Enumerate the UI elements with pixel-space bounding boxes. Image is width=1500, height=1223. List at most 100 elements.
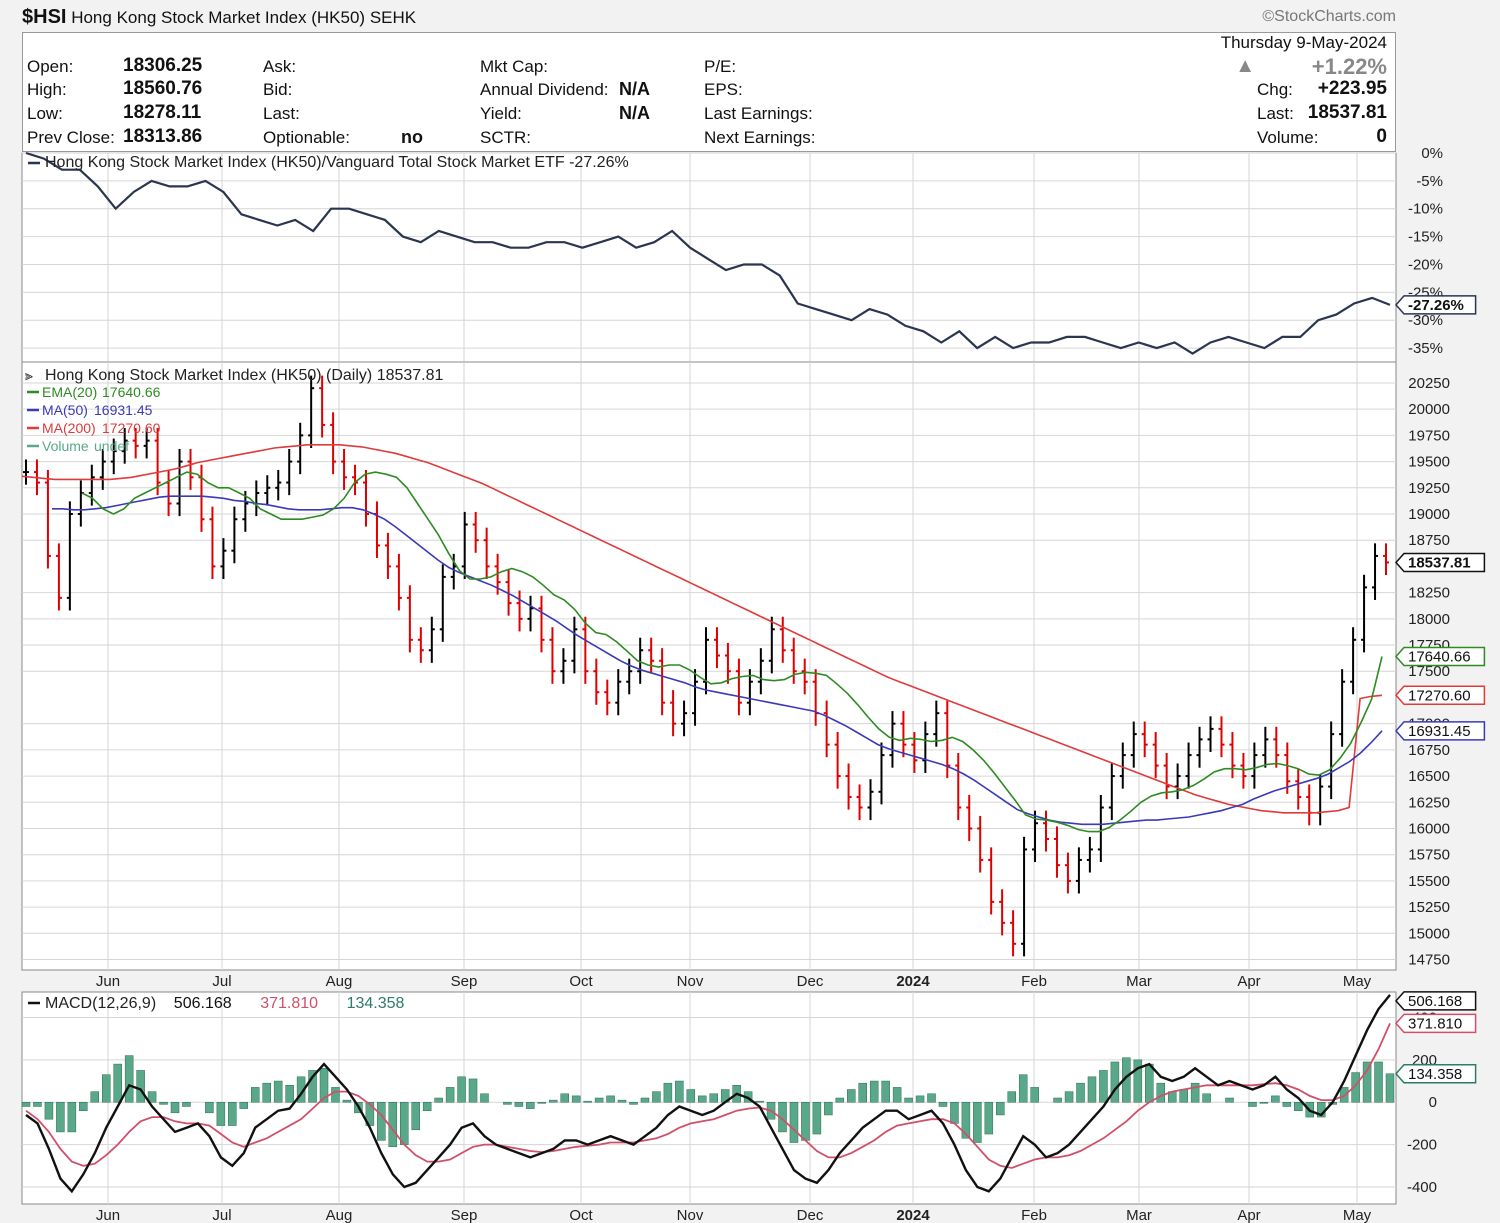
macd-histogram-bar xyxy=(21,1101,31,1107)
macd-histogram-bar xyxy=(170,1101,180,1114)
index-name: Hong Kong Stock Market Index (HK50) xyxy=(71,8,366,27)
macd-histogram-bar xyxy=(1156,1082,1166,1103)
macd-histogram-bar xyxy=(205,1101,214,1114)
macd-histogram-bar xyxy=(594,1097,604,1103)
macd-histogram-bar xyxy=(342,1099,352,1103)
macd-x-label: Jun xyxy=(96,1207,120,1223)
macd-histogram-bar xyxy=(549,1099,558,1103)
macd-histogram-bar xyxy=(1294,1101,1303,1111)
price-y-tick: 19750 xyxy=(1408,427,1450,444)
macd-last-tag: 134.358 xyxy=(1408,1066,1462,1083)
sctr-label: SCTR: xyxy=(480,128,531,147)
macd-histogram-bar xyxy=(973,1101,982,1143)
macd-histogram-bar xyxy=(101,1074,111,1103)
macd-histogram-bar xyxy=(1030,1087,1039,1103)
price-y-tick: 20250 xyxy=(1408,375,1450,392)
price-last-tag-box xyxy=(1394,685,1486,706)
quote-date: Thursday 9-May-2024 xyxy=(1220,33,1387,52)
price-x-label: May xyxy=(1343,973,1372,990)
last-label: Last: xyxy=(263,104,300,123)
ratio-y-tick: -30% xyxy=(1408,312,1443,329)
macd-histogram-bar xyxy=(1007,1091,1016,1103)
macd-value: 134.358 xyxy=(347,995,405,1012)
macd-histogram-bar xyxy=(434,1097,443,1103)
macd-histogram-bar xyxy=(319,1068,329,1103)
price-last-tag: 17270.60 xyxy=(1408,687,1471,704)
macd-histogram-bar xyxy=(147,1091,157,1103)
price-y-tick: 14750 xyxy=(1408,952,1450,969)
macd-histogram-bar xyxy=(228,1101,237,1126)
macd-histogram-bar xyxy=(1362,1061,1372,1103)
legend-name: MA(50) xyxy=(42,402,88,418)
yield-value: N/A xyxy=(619,103,650,123)
macd-histogram-bar xyxy=(273,1080,283,1103)
macd-histogram-bar xyxy=(216,1101,226,1126)
ratio-y-tick: -15% xyxy=(1408,229,1443,246)
legend-name: EMA(20) xyxy=(42,384,97,400)
price-y-tick: 16250 xyxy=(1408,794,1450,811)
ohlc-bar-icon: ⫸ xyxy=(25,367,33,383)
chg-label: Chg: xyxy=(1257,80,1293,99)
price-x-label: Jul xyxy=(212,973,231,990)
macd-y-tick: -200 xyxy=(1407,1137,1437,1154)
macd-histogram-bar xyxy=(904,1097,913,1103)
macd-x-label: Feb xyxy=(1021,1207,1047,1223)
macd-histogram-bar xyxy=(606,1095,615,1103)
macd-y-tick: -400 xyxy=(1407,1179,1437,1196)
macd-histogram-bar xyxy=(79,1101,88,1111)
dividend-label: Annual Dividend: xyxy=(480,80,609,99)
macd-histogram-bar xyxy=(331,1087,340,1103)
macd-histogram-bar xyxy=(411,1101,420,1131)
macd-last-tag: 506.168 xyxy=(1408,993,1462,1010)
price-y-tick: 17500 xyxy=(1408,663,1450,680)
price-x-label: Dec xyxy=(797,973,824,990)
macd-histogram-bar xyxy=(1053,1097,1062,1103)
macd-histogram-bar xyxy=(445,1087,455,1103)
mktcap-label: Mkt Cap: xyxy=(480,57,549,76)
macd-histogram-bar xyxy=(571,1095,581,1103)
ratio-panel xyxy=(21,152,1397,363)
macd-signal-line xyxy=(25,1023,1391,1169)
price-y-tick: 18250 xyxy=(1408,585,1450,602)
macd-histogram-bar xyxy=(1202,1093,1211,1103)
price-panel xyxy=(21,361,1397,971)
price-y-tick: 15500 xyxy=(1408,873,1450,890)
macd-title: MACD(12,26,9) xyxy=(45,995,156,1012)
price-x-label: Oct xyxy=(569,973,593,990)
price-last-tag-box xyxy=(1394,646,1486,667)
macd-x-label: Jul xyxy=(212,1207,231,1223)
macd-histogram-bar xyxy=(698,1095,707,1103)
price-title: Hong Kong Stock Market Index (HK50) (Dai… xyxy=(45,367,444,384)
macd-histogram-bar xyxy=(480,1093,489,1103)
price-y-tick: 16750 xyxy=(1408,742,1450,759)
macd-histogram-bar xyxy=(44,1101,54,1120)
price-last-tag: 18537.81 xyxy=(1408,554,1471,571)
volume-value: 0 xyxy=(1376,126,1387,147)
macd-x-label: Mar xyxy=(1126,1207,1152,1223)
macd-histogram-bar xyxy=(640,1097,650,1103)
macd-histogram-bar xyxy=(789,1101,799,1143)
next-earnings-label: Next Earnings: xyxy=(704,128,816,147)
price-y-tick: 19500 xyxy=(1408,454,1450,471)
macd-histogram-bar xyxy=(1282,1101,1292,1107)
macd-histogram-bar xyxy=(1225,1097,1234,1103)
macd-x-label: 2024 xyxy=(896,1207,930,1223)
macd-histogram-bar xyxy=(869,1080,879,1103)
macd-histogram-bar xyxy=(1190,1082,1200,1103)
macd-histogram-bar xyxy=(1271,1095,1280,1103)
ratio-y-tick: 0% xyxy=(1421,145,1443,162)
price-x-label: Nov xyxy=(677,973,704,990)
ratio-line xyxy=(25,151,1391,355)
macd-histogram-bar xyxy=(537,1101,547,1104)
ratio-last-value-tag: -27.26% xyxy=(1408,297,1464,314)
chart-header: $HSI Hong Kong Stock Market Index (HK50)… xyxy=(22,6,416,29)
price-x-label: Aug xyxy=(326,973,353,990)
macd-histogram-bar xyxy=(686,1089,696,1103)
macd-histogram-bar xyxy=(1018,1074,1028,1103)
price-x-label: Mar xyxy=(1126,973,1152,990)
macd-histogram-bar xyxy=(239,1101,249,1109)
brand-label[interactable]: ©StockCharts.com xyxy=(1262,8,1396,25)
macd-histogram-bar xyxy=(847,1089,856,1103)
macd-histogram-bar xyxy=(400,1101,409,1145)
